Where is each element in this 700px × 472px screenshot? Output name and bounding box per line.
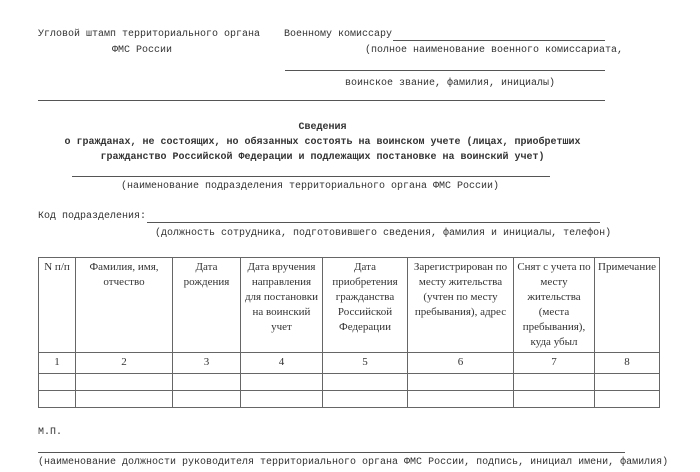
label: Код подразделения: — [38, 211, 147, 222]
table-cell: 1 — [38, 352, 76, 374]
table-cell — [322, 390, 408, 408]
fill-line — [393, 40, 605, 41]
fill-line — [38, 100, 605, 101]
table-cell — [172, 373, 241, 391]
table-cell — [513, 390, 595, 408]
stamp-line: Угловой штамп территориального органа — [38, 29, 261, 40]
table-cell — [407, 390, 514, 408]
hint: (должность сотрудника, подготовившего св… — [155, 228, 612, 239]
table-cell — [594, 373, 660, 391]
table-cell: 8 — [594, 352, 660, 374]
table-cell: 2 — [75, 352, 173, 374]
heading: Сведения — [298, 122, 347, 133]
table-cell — [38, 373, 76, 391]
seal: М.П. — [38, 427, 63, 438]
heading: гражданство Российской Федерации и подле… — [100, 152, 545, 163]
table-cell: 4 — [240, 352, 323, 374]
table-cell — [75, 373, 173, 391]
hint: (полное наименование военного комиссариа… — [365, 45, 624, 56]
table-cell: 5 — [322, 352, 408, 374]
table-cell — [240, 373, 323, 391]
table-cell — [594, 390, 660, 408]
table-row — [38, 390, 660, 408]
table-cell: N п/п — [38, 257, 76, 353]
table-cell: 6 — [407, 352, 514, 374]
table-cell — [240, 390, 323, 408]
table-cell — [513, 373, 595, 391]
table-cell: Дата вручения направления для постановки… — [240, 257, 323, 353]
fill-line — [38, 452, 625, 453]
table-cell: Зарегистрирован по месту жительства (учт… — [407, 257, 514, 353]
addressee: Военному комиссару — [284, 29, 393, 40]
table-row: N п/п Фамилия, имя, отчество Дата рождения… — [38, 257, 660, 353]
table-cell: Дата приобретения гражданства Российской… — [322, 257, 408, 353]
table-cell — [172, 390, 241, 408]
table-cell: 3 — [172, 352, 241, 374]
hint: (наименование подразделения территориаль… — [120, 181, 500, 192]
stamp-line: ФМС России — [112, 45, 173, 56]
table-cell — [322, 373, 408, 391]
table-cell — [75, 390, 173, 408]
fill-line — [72, 176, 550, 177]
fill-line — [147, 222, 600, 223]
table-row — [38, 373, 660, 391]
table-cell: Фамилия, имя, отчество — [75, 257, 173, 353]
table-cell: Снят с учета по месту жительства (места … — [513, 257, 595, 353]
heading: о гражданах, не состоящих, но обязанных … — [64, 137, 581, 148]
hint: (наименование должности руководителя тер… — [38, 457, 669, 468]
table-cell: 7 — [513, 352, 595, 374]
hint: воинское звание, фамилия, инициалы) — [345, 78, 556, 89]
table-cell — [38, 390, 76, 408]
table-cell: Дата рождения — [172, 257, 241, 353]
fill-line — [285, 70, 605, 71]
table-cell: Примечание — [594, 257, 660, 353]
table-cell — [407, 373, 514, 391]
records-table: N п/п Фамилия, имя, отчество Дата рождения… — [38, 257, 660, 408]
